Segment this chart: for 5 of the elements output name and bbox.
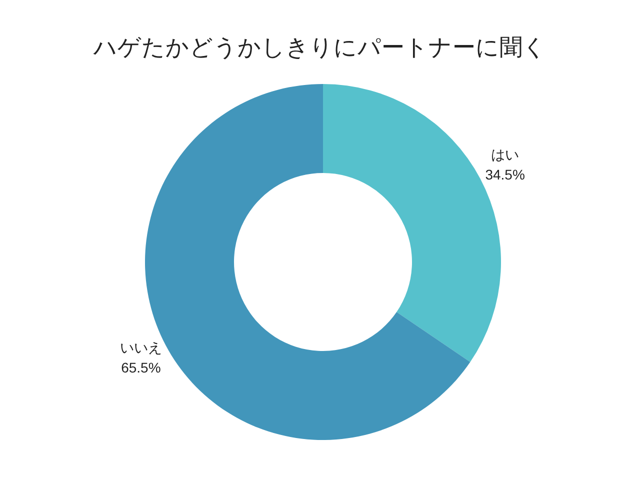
data-label: 65.5%	[121, 359, 161, 376]
slice-label: いいえ	[120, 339, 162, 356]
data-label: 34.5%	[485, 166, 525, 183]
slice-label: はい	[491, 146, 520, 163]
chart-title: ハゲたかどうかしきりにパートナーに聞く	[92, 34, 546, 60]
